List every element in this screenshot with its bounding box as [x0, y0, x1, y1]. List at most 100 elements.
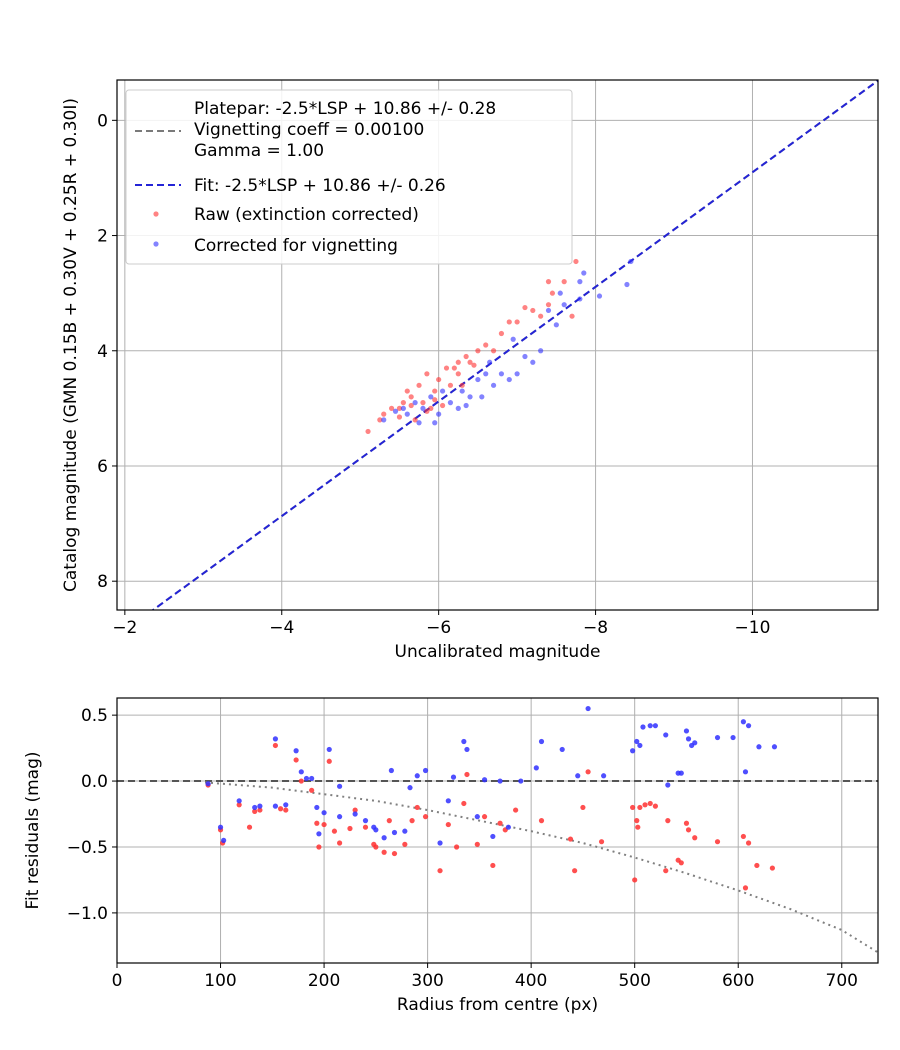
corrected-point — [447, 400, 454, 406]
corrected-point — [217, 824, 224, 830]
raw-point — [514, 319, 520, 325]
raw-point — [538, 818, 545, 824]
raw-point — [443, 365, 450, 371]
legend-label-raw: Raw (extinction corrected) — [194, 205, 419, 225]
raw-point — [428, 405, 434, 411]
raw-point — [513, 807, 519, 813]
raw-point — [481, 814, 488, 820]
corrected-point — [467, 394, 473, 400]
raw-point — [471, 362, 477, 368]
y-tick-label: −0.5 — [67, 838, 108, 858]
corrected-point — [388, 767, 394, 774]
x-tick-label: −4 — [269, 618, 294, 638]
corrected-point — [439, 388, 446, 394]
raw-point — [362, 824, 369, 830]
raw-point — [569, 313, 575, 319]
corrected-point — [463, 402, 469, 409]
raw-point — [483, 342, 489, 348]
x-tick-label: 600 — [722, 971, 754, 991]
raw-point — [754, 862, 760, 869]
corrected-point — [303, 775, 310, 782]
y-tick-label: 6 — [97, 457, 108, 477]
corrected-point — [459, 388, 465, 394]
raw-point — [439, 402, 446, 409]
y-tick-label: −1.0 — [67, 904, 108, 924]
raw-point — [598, 839, 605, 845]
plot-panel-1: 0 100 200 300 400 500 600 700 0.5 0.0 −0.5 −1.0 Radi… — [23, 697, 879, 1015]
plot-area — [117, 705, 878, 954]
raw-point — [538, 313, 544, 319]
corrected-point — [663, 732, 669, 738]
x-tick-label: 300 — [411, 971, 443, 991]
corrected-point — [362, 818, 369, 824]
raw-point — [314, 820, 320, 826]
raw-point — [454, 844, 460, 850]
corrected-point — [337, 814, 343, 820]
raw-point — [365, 428, 371, 435]
raw-point — [745, 840, 752, 846]
corrected-point — [730, 734, 736, 741]
raw-point — [567, 836, 574, 842]
raw-point — [632, 877, 638, 883]
raw-point — [467, 359, 473, 365]
corrected-point — [692, 740, 698, 746]
line-fit — [151, 80, 878, 610]
raw-point — [490, 862, 496, 869]
corrected-point — [314, 804, 320, 811]
corrected-point — [497, 778, 503, 784]
corrected-point — [316, 831, 322, 837]
corrected-point — [557, 290, 563, 296]
raw-point — [377, 417, 383, 423]
raw-point — [475, 348, 481, 354]
raw-point — [316, 844, 322, 850]
corrected-point — [436, 411, 442, 417]
corrected-point — [685, 736, 692, 742]
y-axis-label: Fit residuals (mag) — [23, 752, 43, 910]
raw-point — [404, 388, 410, 394]
raw-point — [742, 885, 749, 891]
raw-point — [272, 742, 279, 749]
corrected-point — [514, 371, 520, 377]
corrected-point — [407, 785, 413, 791]
corrected-point — [420, 405, 426, 411]
raw-point — [561, 279, 567, 285]
corrected-point — [381, 417, 387, 423]
raw-point — [352, 807, 358, 813]
corrected-point — [637, 742, 643, 749]
corrected-point — [475, 376, 481, 383]
raw-point — [498, 330, 505, 337]
corrected-point — [272, 736, 279, 742]
raw-point — [635, 824, 641, 830]
x-tick-label: 700 — [826, 971, 858, 991]
raw-point — [337, 840, 343, 846]
raw-point — [408, 394, 414, 400]
corrected-point — [624, 281, 630, 288]
raw-point — [530, 307, 536, 314]
corrected-point — [545, 307, 552, 314]
corrected-point — [252, 804, 258, 811]
raw-point — [445, 821, 451, 828]
corrected-point — [337, 783, 343, 789]
raw-point — [396, 414, 403, 420]
raw-point — [414, 804, 420, 811]
corrected-point — [577, 296, 583, 302]
x-tick-label: −10 — [735, 618, 771, 638]
corrected-point — [756, 744, 762, 750]
corrected-point — [392, 408, 399, 414]
corrected-point — [450, 774, 457, 780]
corrected-point — [771, 744, 778, 750]
raw-point — [459, 382, 465, 388]
raw-point — [549, 290, 556, 296]
raw-point — [663, 868, 669, 874]
corrected-point — [381, 835, 387, 841]
raw-point — [424, 408, 430, 414]
raw-point — [283, 807, 289, 813]
raw-point — [461, 800, 467, 807]
raw-point — [474, 841, 480, 847]
legend-box — [125, 89, 573, 265]
corrected-point — [422, 767, 429, 774]
x-tick-label: 400 — [515, 971, 547, 991]
corrected-point — [283, 802, 289, 808]
corrected-point — [634, 738, 640, 745]
